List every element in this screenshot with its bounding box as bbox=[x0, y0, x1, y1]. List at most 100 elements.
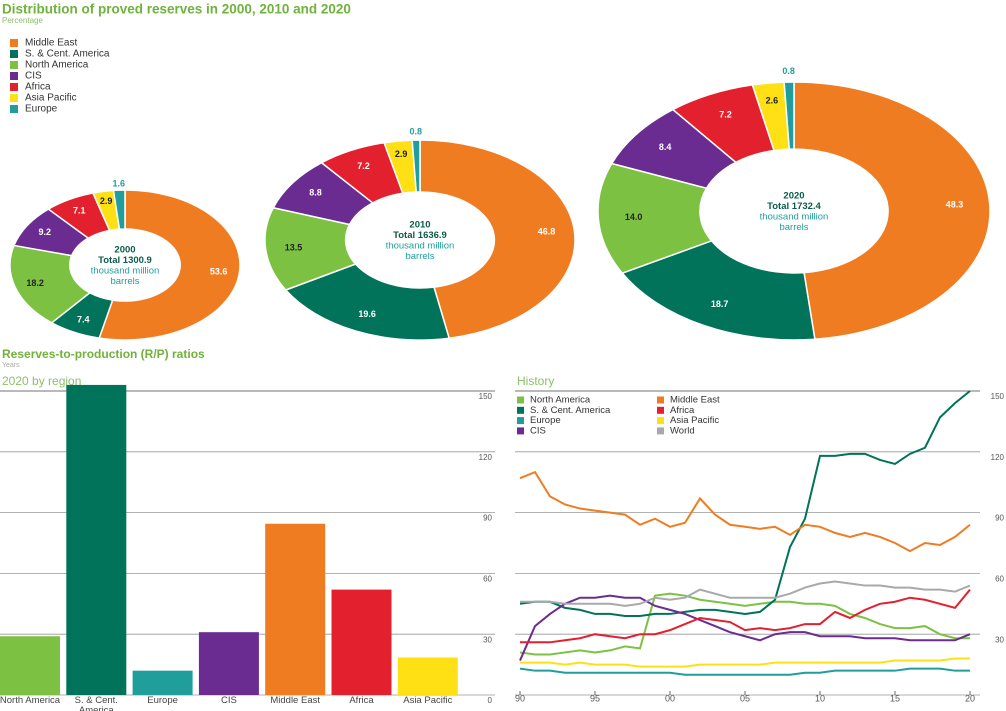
page-title: Distribution of proved reserves in 2000,… bbox=[2, 2, 351, 17]
x-tick-label: S. & Cent. America bbox=[74, 695, 118, 711]
line-series bbox=[519, 390, 971, 617]
y-tick-label: 0 bbox=[488, 696, 493, 705]
slice-label: 18.7 bbox=[711, 299, 729, 309]
bar bbox=[198, 632, 259, 695]
x-tick-label: CIS bbox=[220, 695, 237, 706]
pie-slice bbox=[793, 81, 991, 341]
legend-swatch bbox=[10, 105, 18, 113]
y-tick-label: 30 bbox=[483, 635, 492, 644]
legend-label: Europe bbox=[25, 104, 58, 115]
legend-label: North America bbox=[530, 395, 591, 406]
center-label: 2000 bbox=[114, 245, 135, 256]
x-tick-label: 00 bbox=[665, 693, 675, 703]
pie-slice bbox=[284, 263, 451, 341]
line-series bbox=[519, 667, 970, 676]
center-label: barrels bbox=[779, 222, 808, 233]
slice-label: 8.8 bbox=[309, 188, 322, 198]
x-tick-label: 15 bbox=[890, 693, 900, 703]
pie-slice bbox=[112, 189, 126, 230]
section-title: Reserves-to-production (R/P) ratios bbox=[2, 347, 205, 361]
legend-label: CIS bbox=[530, 425, 546, 436]
legend-swatch bbox=[10, 50, 18, 58]
legend-swatch bbox=[517, 396, 524, 404]
center-label: barrels bbox=[405, 251, 434, 262]
legend-swatch bbox=[657, 406, 664, 414]
legend-label: Middle East bbox=[670, 395, 720, 406]
slice-label: 46.8 bbox=[538, 227, 556, 237]
legend-label: CIS bbox=[25, 71, 42, 82]
section-subtitle: Years bbox=[2, 362, 20, 369]
legend-swatch bbox=[10, 83, 18, 91]
slice-label: 19.6 bbox=[358, 309, 376, 319]
slice-label: 14.0 bbox=[625, 212, 643, 222]
legend-swatch bbox=[10, 72, 18, 80]
line-series bbox=[519, 594, 971, 661]
x-tick-label: Middle East bbox=[270, 695, 320, 706]
y-tick-label: 90 bbox=[483, 514, 492, 523]
legend-label: Europe bbox=[530, 415, 561, 426]
x-tick-label: Asia Pacific bbox=[403, 695, 453, 706]
slice-label: 2.6 bbox=[766, 95, 779, 105]
y-tick-label: 30 bbox=[995, 635, 1004, 644]
x-tick-label: 20 bbox=[965, 693, 975, 703]
legend-swatch bbox=[657, 427, 664, 435]
slice-label: 0.8 bbox=[782, 66, 795, 76]
slice-label: 7.2 bbox=[719, 110, 732, 120]
page-subtitle: Percentage bbox=[2, 16, 43, 25]
center-label: 2010 bbox=[409, 220, 430, 231]
bar bbox=[0, 636, 60, 695]
line-series bbox=[520, 588, 971, 644]
center-label: barrels bbox=[110, 276, 139, 287]
y-tick-label: 90 bbox=[995, 514, 1004, 523]
y-tick-label: 120 bbox=[991, 453, 1005, 462]
x-tick-label: 90 bbox=[515, 693, 525, 703]
legend-swatch bbox=[517, 417, 524, 425]
y-tick-label: 60 bbox=[483, 575, 492, 584]
legend-swatch bbox=[10, 61, 18, 69]
center-label: 2020 bbox=[783, 191, 804, 202]
legend-label: Africa bbox=[670, 405, 695, 416]
x-tick-label: North America bbox=[0, 695, 61, 706]
slice-label: 8.4 bbox=[659, 142, 672, 152]
legend-label: Asia Pacific bbox=[670, 415, 719, 426]
y-tick-label: 150 bbox=[479, 392, 493, 401]
x-tick-label: 10 bbox=[815, 693, 825, 703]
slice-label: 53.6 bbox=[210, 266, 228, 276]
center-label: Total 1636.9 bbox=[393, 230, 447, 241]
x-tick-label: 05 bbox=[740, 693, 750, 703]
pie-slice bbox=[620, 239, 816, 341]
pie-slice bbox=[411, 139, 421, 193]
legend-label: World bbox=[670, 425, 695, 436]
bar bbox=[132, 670, 193, 695]
bar bbox=[265, 523, 326, 695]
legend-label: S. & Cent. America bbox=[25, 49, 110, 60]
slice-label: 1.6 bbox=[113, 178, 126, 188]
legend-swatch bbox=[657, 396, 664, 404]
legend-label: North America bbox=[25, 60, 89, 71]
line-series bbox=[519, 592, 970, 656]
slice-label: 2.9 bbox=[100, 196, 113, 206]
x-tick-label: 95 bbox=[590, 693, 600, 703]
line-series bbox=[519, 470, 971, 553]
y-tick-label: 60 bbox=[995, 575, 1004, 584]
bar bbox=[66, 384, 127, 695]
x-tick-label: Europe bbox=[147, 695, 178, 706]
center-label: Total 1300.9 bbox=[98, 255, 152, 266]
legend-swatch bbox=[10, 39, 18, 47]
y-tick-label: 150 bbox=[991, 392, 1005, 401]
legend-swatch bbox=[517, 406, 524, 414]
legend-swatch bbox=[10, 94, 18, 102]
chart-title: History bbox=[517, 374, 554, 388]
bar bbox=[331, 589, 392, 695]
legend-label: Middle East bbox=[25, 38, 77, 49]
center-label: thousand million bbox=[760, 212, 829, 223]
pie-slice bbox=[98, 189, 241, 341]
center-label: thousand million bbox=[91, 266, 160, 277]
slice-label: 9.2 bbox=[38, 227, 51, 237]
legend-label: Asia Pacific bbox=[25, 93, 77, 104]
slice-label: 13.5 bbox=[285, 242, 303, 252]
line-series bbox=[520, 657, 970, 668]
bar bbox=[397, 657, 458, 695]
